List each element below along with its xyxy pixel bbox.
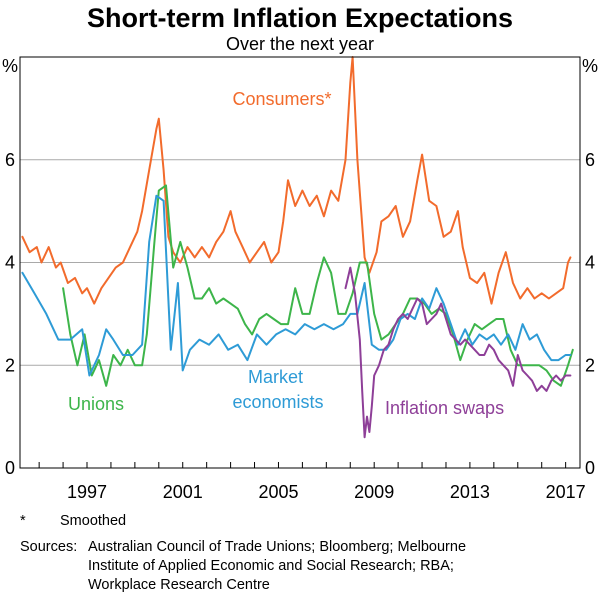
y-tick-label: 0 (5, 458, 15, 478)
y-tick-label: 4 (5, 253, 15, 273)
gridlines (20, 159, 580, 366)
label-consumers: Consumers* (232, 89, 331, 109)
label-market-economists: Market economists (232, 367, 323, 412)
y-tick-label: 6 (5, 150, 15, 170)
series-line-consumers (21, 56, 572, 305)
y-unit-left: % (2, 56, 18, 76)
notes: * Smoothed Sources: Australian Council o… (20, 512, 595, 595)
series-line-unions (62, 184, 574, 387)
sources-line: Workplace Research Centre (88, 577, 270, 593)
plot-frame (19, 56, 581, 469)
y-unit-right: % (582, 56, 598, 76)
footnote-marker: * (20, 513, 26, 529)
sources-line: Australian Council of Trade Unions; Bloo… (88, 539, 467, 555)
y-tick-label: 6 (585, 150, 595, 170)
sources-label: Sources: (20, 539, 78, 555)
y-tick-label: 4 (585, 253, 595, 273)
series-line-market (21, 194, 572, 377)
label-inflation-swaps: Inflation swaps (385, 398, 504, 418)
y-axis-right: 0 2 4 6 (585, 150, 595, 478)
x-tick-label: 2013 (450, 482, 490, 502)
x-tick-label: 2001 (163, 482, 203, 502)
sources-body: Australian Council of Trade Unions; Bloo… (88, 538, 595, 595)
y-axis-left: 0 2 4 6 (5, 150, 15, 478)
x-tick-label: 1997 (67, 482, 107, 502)
sources-line: Institute of Applied Economic and Social… (88, 558, 454, 574)
series-line-swaps (344, 266, 572, 439)
x-tick-label: 2017 (546, 482, 586, 502)
x-ticks (38, 462, 567, 468)
y-tick-label: 2 (5, 355, 15, 375)
chart-title: Short-term Inflation Expectations (87, 3, 513, 33)
x-tick-label: 2005 (258, 482, 298, 502)
chart-subtitle: Over the next year (226, 34, 374, 54)
label-unions: Unions (68, 394, 124, 414)
y-tick-label: 2 (585, 355, 595, 375)
footnote: * Smoothed (20, 512, 595, 531)
x-tick-label: 2009 (354, 482, 394, 502)
series-lines (21, 56, 574, 439)
sources: Sources: Australian Council of Trade Uni… (20, 538, 595, 595)
chart: Short-term Inflation Expectations Over t… (2, 3, 598, 502)
footnote-text: Smoothed (60, 513, 127, 529)
y-tick-label: 0 (585, 458, 595, 478)
x-axis-labels: 1997 2001 2005 2009 2013 2017 (67, 482, 586, 502)
